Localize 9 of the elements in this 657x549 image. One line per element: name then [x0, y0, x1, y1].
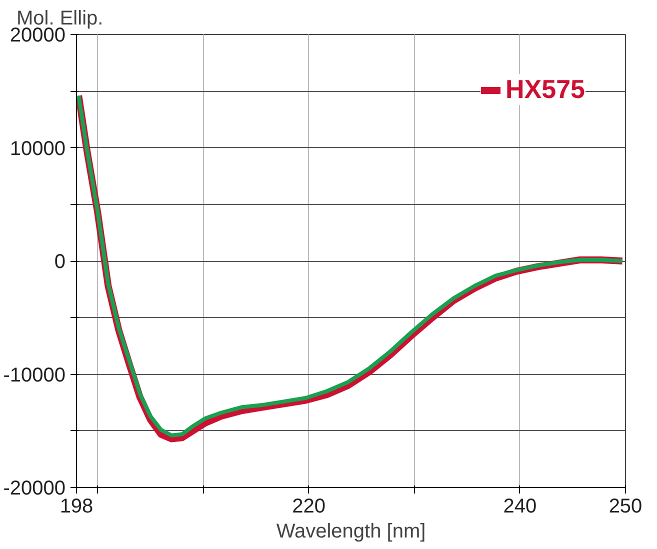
y-tick-label: 20000 [10, 24, 66, 46]
legend-label: HX575 [506, 74, 585, 105]
y-tick-label: -10000 [3, 364, 66, 386]
x-tick-label: 250 [608, 496, 642, 518]
x-tick-label: 240 [503, 496, 537, 518]
x-tick-label: 220 [292, 496, 326, 518]
y-tick-label: 0 [54, 251, 66, 273]
x-axis-title: Wavelength [nm] [276, 520, 426, 542]
y-tick-label: 10000 [10, 138, 66, 160]
